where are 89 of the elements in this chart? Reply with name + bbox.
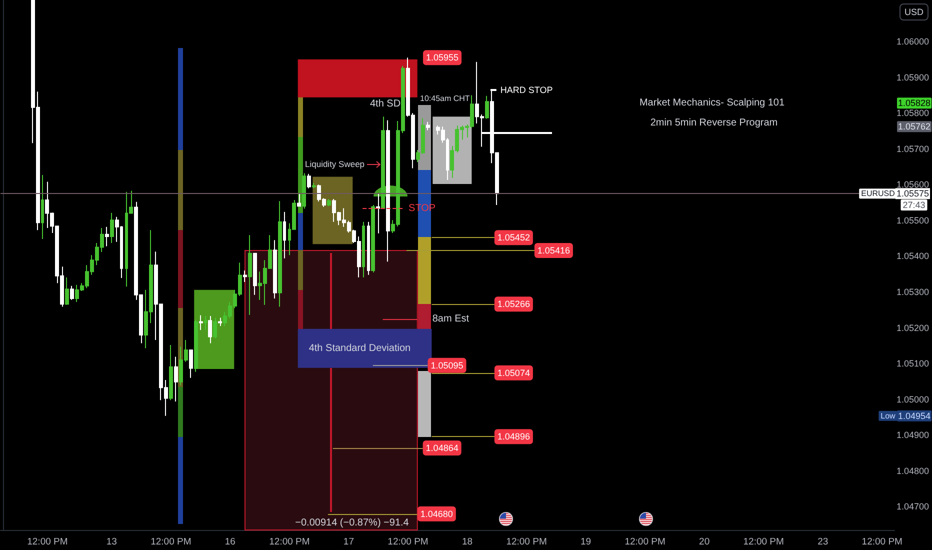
- x-tick-label: 12:00 PM: [27, 536, 68, 548]
- x-tick-label: 18: [462, 536, 473, 548]
- candlestick: [65, 276, 69, 306]
- annotation: 10:45am CHT: [420, 94, 470, 103]
- y-tick-label: 1.05500: [896, 215, 930, 226]
- x-tick-label: 12:00 PM: [624, 536, 666, 548]
- annotation: 1.04954: [898, 410, 931, 421]
- x-tick-label: 23: [818, 536, 828, 548]
- candlestick: [105, 226, 109, 247]
- annotation: EURUSD: [861, 189, 896, 198]
- annotation: Low: [880, 411, 896, 420]
- y-tick-label: 1.05600: [896, 180, 930, 190]
- candlestick: [283, 211, 286, 259]
- candlestick: [327, 198, 331, 207]
- text: 2min 5min Reverse Program: [650, 118, 778, 128]
- candlestick: [386, 120, 390, 262]
- candlestick: [218, 317, 222, 327]
- candlestick: [426, 122, 430, 131]
- y-tick-label: 1.05400: [896, 251, 930, 262]
- candlestick: [70, 285, 74, 300]
- candlestick: [297, 192, 301, 207]
- candlestick: [41, 174, 44, 240]
- candlestick: [307, 173, 311, 189]
- annotation: Liquidity Sweep: [305, 159, 365, 169]
- y-tick-label: 1.05200: [896, 322, 930, 333]
- x-tick-label: 17: [343, 536, 354, 548]
- ref-line-label: 1.04896: [497, 432, 530, 442]
- x-tick-label: 12:00 PM: [269, 536, 310, 548]
- ref-line-label: 1.05416: [537, 246, 570, 256]
- y-tick-label: 1.05800: [896, 108, 930, 118]
- x-tick-label: 13: [106, 536, 117, 548]
- y-tick-label: 1.05300: [896, 287, 930, 298]
- ref-line-label: 1.05074: [497, 368, 530, 378]
- candlestick: [253, 252, 257, 296]
- y-tick-label: 1.05000: [896, 394, 930, 404]
- band-label: 4th Standard Deviation: [308, 342, 411, 354]
- y-tick-label: 1.05700: [896, 144, 930, 154]
- text: Market Mechanics- Scalping 101: [639, 98, 785, 108]
- candlestick: [199, 314, 203, 330]
- y-tick-label: 1.04900: [896, 430, 930, 440]
- candlestick: [381, 116, 385, 210]
- text: 27:43: [902, 200, 926, 210]
- y-tick-label: 1.05900: [896, 72, 930, 82]
- candlestick: [367, 221, 370, 276]
- candlestick: [376, 192, 380, 234]
- ref-line-label: 1.05266: [497, 299, 530, 310]
- ref-line-label: 1.04864: [426, 443, 458, 454]
- candlestick: [371, 204, 375, 273]
- ref-line-label: 1.04680: [420, 508, 453, 519]
- annotation: 1.05955: [426, 52, 459, 63]
- ref-line-label: 1.05095: [430, 360, 464, 370]
- ref-line-label: 1.05452: [497, 232, 530, 243]
- candlestick: [189, 349, 193, 378]
- candlestick: [248, 234, 252, 316]
- y-tick-label: 1.04700: [896, 502, 930, 512]
- candlestick: [213, 317, 217, 340]
- annotation: 1.05762: [898, 122, 931, 132]
- ref-line-label: 8am Est: [432, 314, 470, 325]
- candlestick: [362, 221, 365, 278]
- candlestick: [312, 182, 316, 189]
- candlestick: [110, 212, 114, 244]
- x-tick-label: 16: [224, 536, 236, 548]
- candlestick: [204, 315, 207, 330]
- x-tick-label: 20: [699, 536, 710, 548]
- candlestick: [273, 240, 277, 299]
- x-tick-label: 12:00 PM: [862, 536, 903, 548]
- candlestick: [174, 356, 178, 402]
- y-tick-label: 1.04800: [896, 466, 930, 476]
- x-tick-label: 12:00 PM: [743, 536, 784, 548]
- ref-line-label: 1.05575: [896, 188, 930, 199]
- candlestick: [302, 172, 306, 210]
- x-tick-label: 12:00 PM: [388, 536, 428, 548]
- candlestick: [485, 95, 489, 120]
- candlestick: [243, 270, 247, 282]
- candlestick: [278, 200, 282, 308]
- ref-line-label: STOP: [408, 202, 436, 214]
- ref-line-label: HARD STOP: [500, 85, 553, 96]
- candlestick: [169, 344, 173, 401]
- y-tick-label: 1.06000: [896, 36, 930, 47]
- x-tick-label: 12:00 PM: [150, 536, 192, 548]
- x-tick-label: 19: [580, 536, 592, 548]
- annotation: −0.00914 (−0.87%) −91.4: [295, 518, 410, 528]
- x-tick-label: 12:00 PM: [506, 536, 547, 548]
- y-tick-label: 1.05100: [896, 358, 930, 369]
- text: USD: [904, 7, 924, 17]
- candlestick: [194, 319, 198, 372]
- candlestick: [208, 315, 212, 344]
- annotation: 1.05828: [898, 98, 931, 108]
- annotation: 4th SD: [370, 98, 401, 110]
